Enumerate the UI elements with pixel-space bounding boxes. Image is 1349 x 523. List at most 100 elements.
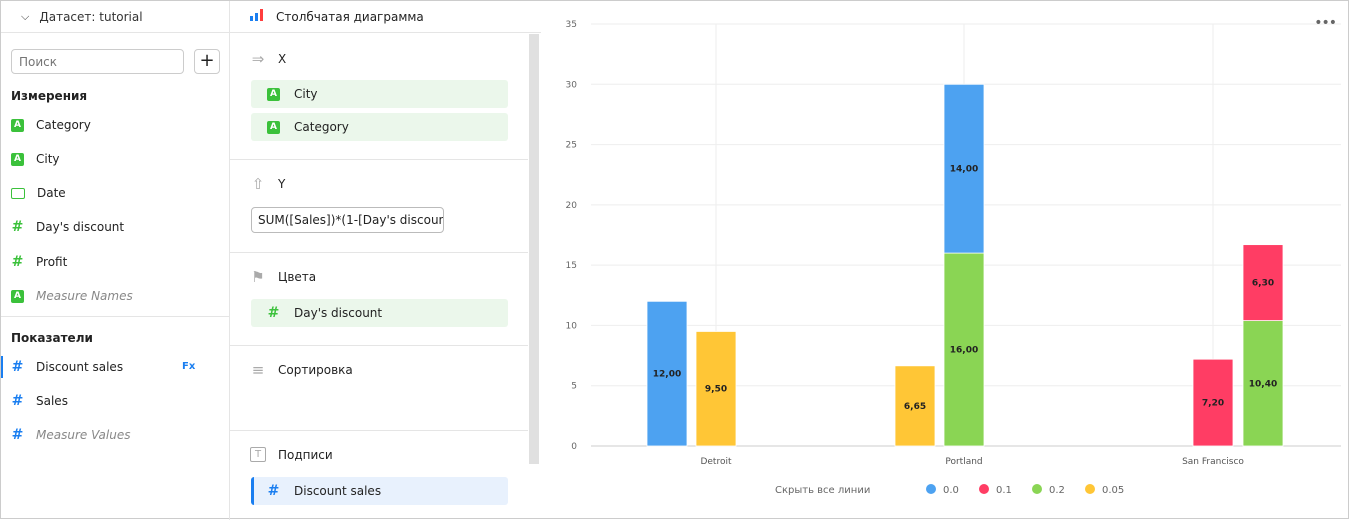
scrollbar[interactable] (529, 34, 539, 464)
field-date[interactable]: Date (11, 182, 221, 204)
dataset-name: tutorial (99, 9, 143, 24)
string-icon: A (11, 152, 24, 166)
measures-title: Показатели (11, 331, 93, 345)
legend-item-label[interactable]: 0.05 (1102, 485, 1124, 496)
calendar-icon (11, 187, 25, 199)
field-label: Sales (36, 394, 68, 408)
formula-icon[interactable]: Fx (182, 361, 196, 372)
field-city[interactable]: A City (11, 148, 221, 170)
field-label: Profit (36, 255, 68, 269)
chevron-down-icon[interactable]: ⌵ (21, 9, 30, 23)
y-tick-label: 20 (566, 201, 578, 211)
text-icon: T (250, 447, 266, 462)
bar-segment[interactable] (1242, 244, 1284, 322)
data-label: 12,00 (653, 370, 681, 380)
data-label: 10,40 (1249, 379, 1277, 389)
chart-area: ••• 0 5 10 15 20 25 30 35 Detroit Portland San Fra… (541, 1, 1349, 520)
number-icon: # (11, 254, 24, 270)
field-category[interactable]: A Category (11, 114, 221, 136)
dataset-panel: ⌵ Датасет: tutorial + Измерения A Categor… (1, 1, 230, 520)
field-label: Day's discount (36, 220, 125, 234)
bar-segment[interactable] (646, 300, 688, 447)
x-field-city[interactable]: A City (251, 80, 508, 108)
x-field-category[interactable]: A Category (251, 113, 508, 141)
field-measure-values[interactable]: # Measure Values (11, 424, 221, 446)
field-label: Date (37, 186, 66, 200)
field-label: Measure Values (36, 428, 131, 442)
bar-chart-icon (250, 9, 264, 24)
bar-segment[interactable] (943, 252, 985, 447)
section-x-title: ⇒ X (250, 50, 287, 68)
section-label: Подписи (278, 447, 333, 462)
y-tick-label: 25 (566, 141, 577, 151)
paint-bucket-icon: ⚑ (251, 268, 265, 286)
x-tick-label: Detroit (700, 457, 732, 467)
field-profit[interactable]: # Profit (11, 251, 221, 273)
string-icon: A (267, 120, 280, 134)
more-options-icon[interactable]: ••• (1314, 15, 1337, 31)
section-label: X (278, 52, 287, 66)
field-days-discount[interactable]: # Day's discount (11, 216, 221, 238)
wizard-panel: Столбчатая диаграмма ⇒ X A City A Category … (230, 1, 541, 520)
legend-item-label[interactable]: 0.2 (1049, 485, 1065, 496)
number-icon: # (267, 305, 280, 321)
pill-label: City (294, 87, 318, 101)
legend-marker[interactable] (1085, 484, 1095, 494)
divider (230, 252, 528, 253)
y-tick-label: 5 (571, 382, 577, 392)
legend-marker[interactable] (1032, 484, 1042, 494)
number-icon: # (11, 359, 24, 375)
pill-label: Discount sales (294, 484, 382, 498)
search-input[interactable] (11, 49, 184, 74)
dataset-header[interactable]: ⌵ Датасет: tutorial (1, 1, 229, 33)
divider (1, 316, 230, 317)
x-tick-label: Portland (945, 457, 982, 467)
data-label: 7,20 (1202, 399, 1224, 409)
data-label: 9,50 (705, 385, 727, 395)
visualization-selector[interactable]: Столбчатая диаграмма (230, 1, 541, 33)
data-label: 14,00 (950, 165, 978, 175)
x-tick-label: San Francisco (1182, 457, 1244, 467)
bar-segment[interactable] (695, 331, 737, 447)
field-discount-sales[interactable]: # Discount sales (1, 356, 211, 378)
add-field-button[interactable]: + (194, 49, 220, 74)
divider (230, 430, 528, 431)
legend-marker[interactable] (979, 484, 989, 494)
section-label: Сортировка (278, 363, 353, 377)
legend-item-label[interactable]: 0.1 (996, 485, 1012, 496)
number-icon: # (11, 393, 24, 409)
field-sales[interactable]: # Sales (11, 390, 221, 412)
field-label: City (36, 152, 60, 166)
pill-label: Category (294, 120, 349, 134)
string-icon: A (11, 118, 24, 132)
dataset-label: Датасет: (39, 9, 96, 24)
divider (230, 159, 528, 160)
label-field-discount-sales[interactable]: # Discount sales (251, 477, 508, 505)
field-label: Category (36, 118, 91, 132)
number-icon: # (11, 427, 24, 443)
y-tick-label: 10 (566, 321, 578, 331)
legend-hide-all-button[interactable]: Скрыть все линии (775, 485, 870, 496)
string-icon: A (267, 87, 280, 101)
number-icon: # (267, 483, 280, 499)
y-formula-field[interactable]: SUM([Sales])*(1-[Day's discount]) (251, 207, 444, 233)
section-label: Цвета (278, 270, 317, 284)
color-field-days-discount[interactable]: # Day's discount (251, 299, 508, 327)
field-label: Measure Names (36, 289, 133, 303)
section-sort-title: ≡ Сортировка (250, 361, 353, 379)
bar-segment[interactable] (1192, 358, 1234, 447)
arrow-up-icon: ⇧ (251, 175, 265, 193)
dimensions-title: Измерения (11, 89, 88, 103)
section-y-title: ⇧ Y (250, 175, 286, 193)
legend-marker[interactable] (926, 484, 936, 494)
arrow-right-icon: ⇒ (251, 50, 265, 68)
legend-item-label[interactable]: 0.0 (943, 485, 959, 496)
string-icon: A (11, 289, 24, 303)
y-tick-label: 15 (566, 261, 577, 271)
pill-label: Day's discount (294, 306, 383, 320)
bar-segment[interactable] (943, 83, 985, 254)
sort-icon: ≡ (251, 361, 265, 379)
divider (230, 345, 528, 346)
field-measure-names[interactable]: A Measure Names (11, 285, 221, 307)
bar-segment[interactable] (894, 365, 936, 447)
